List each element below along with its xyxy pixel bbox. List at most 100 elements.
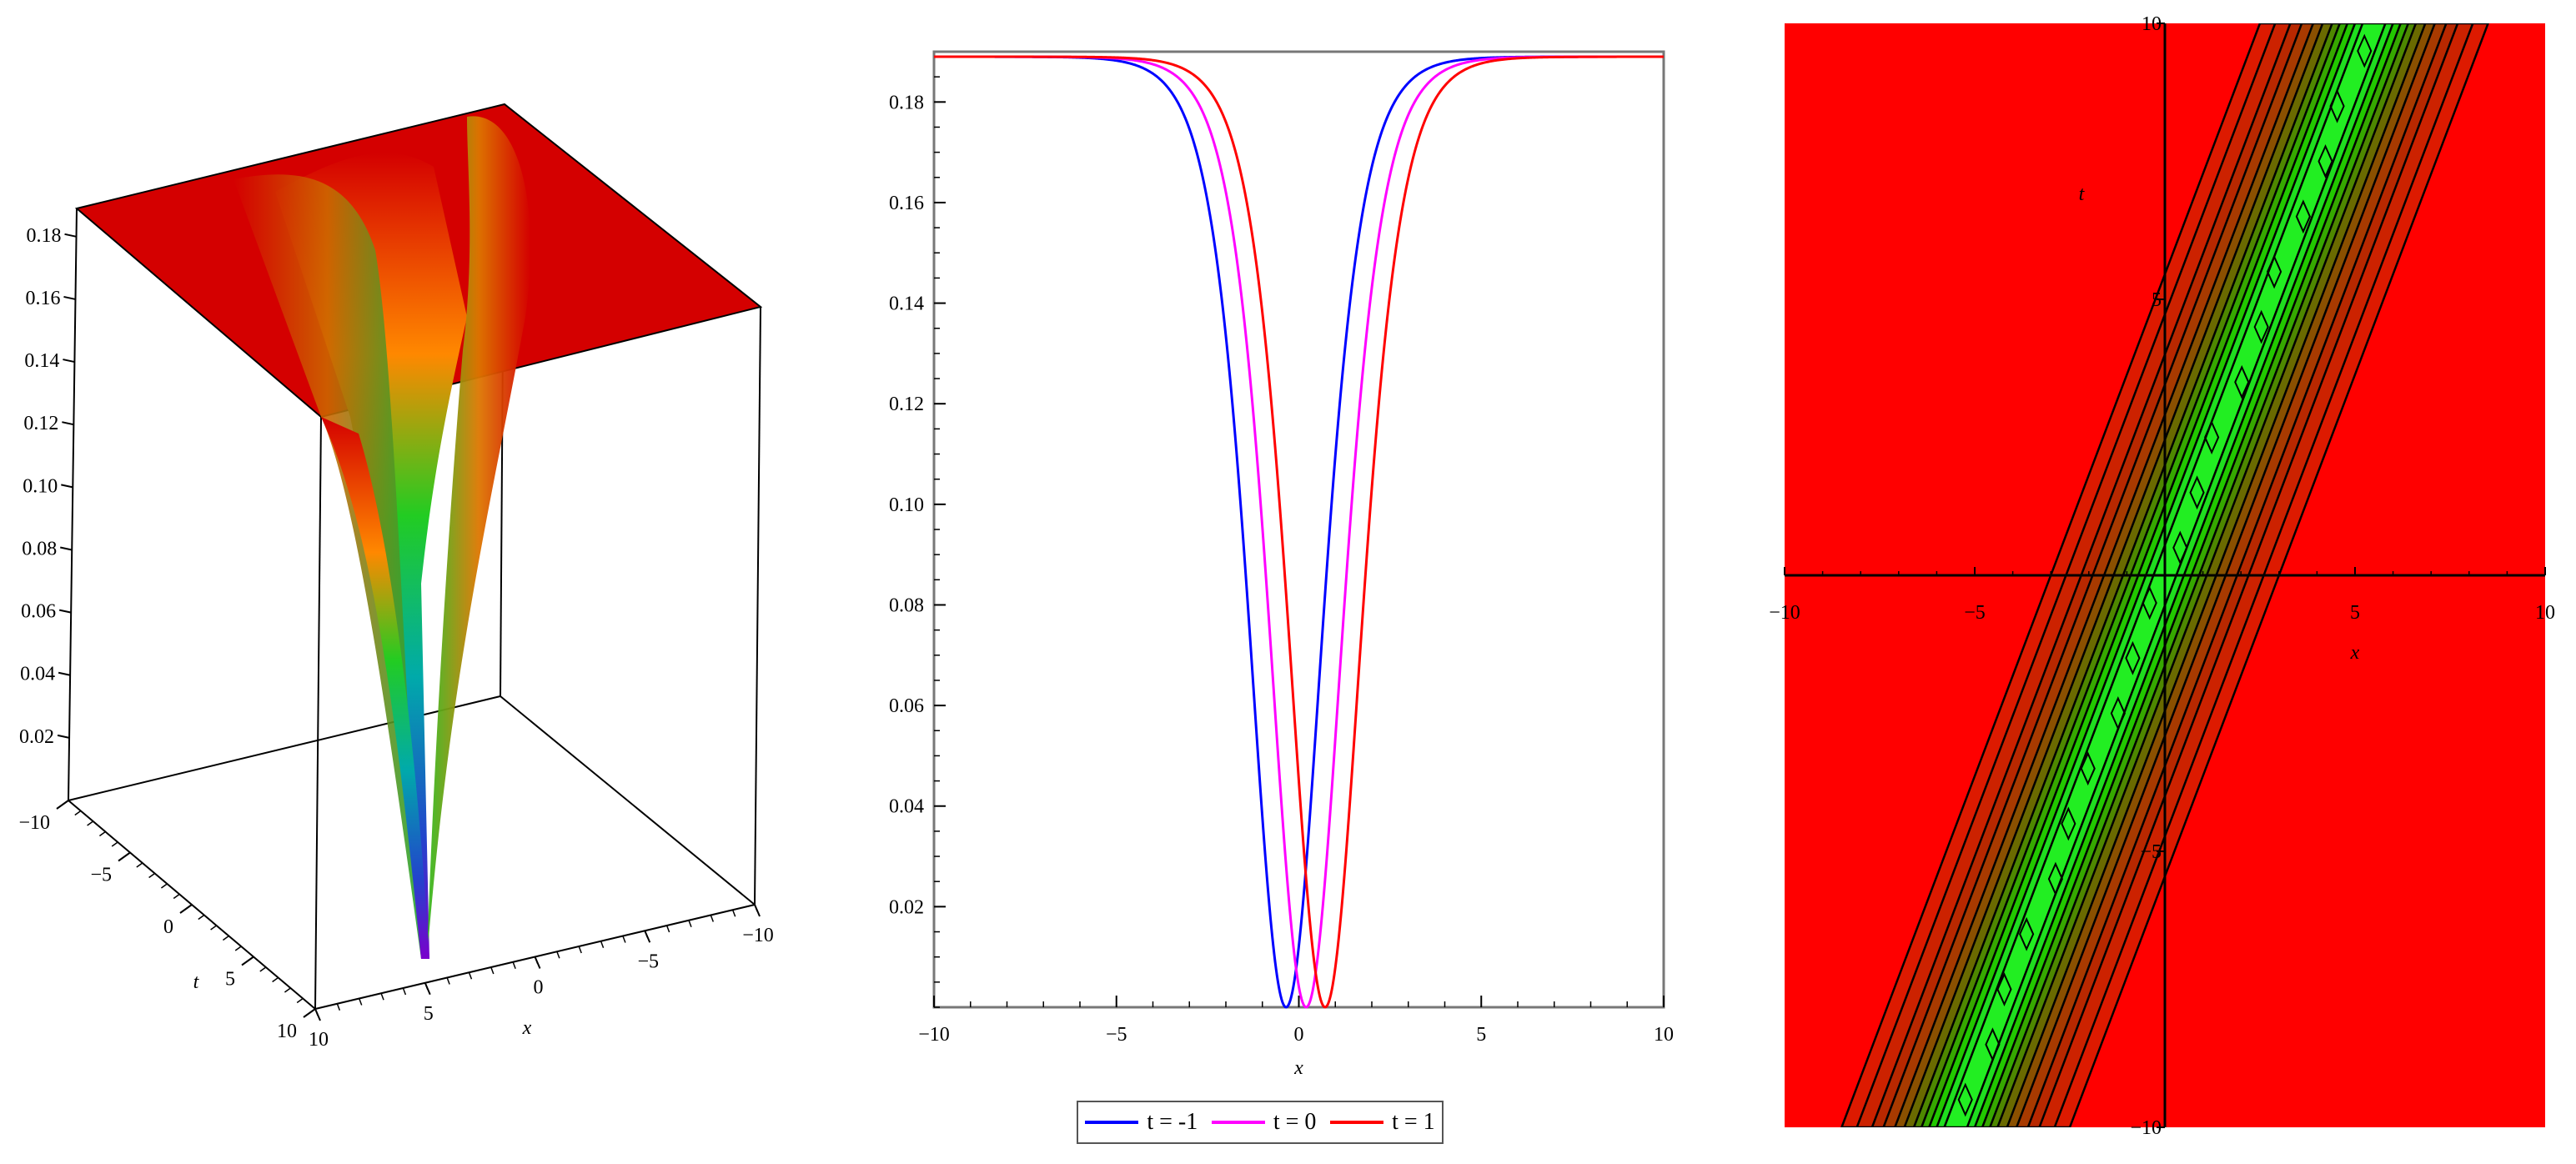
- z-tick: [58, 609, 72, 614]
- box-edge: [68, 695, 501, 801]
- z-tick: [57, 734, 70, 739]
- t-tick-label: −5: [90, 865, 112, 886]
- mask-right: [2545, 0, 2576, 1160]
- t-minor-tick: [173, 893, 180, 900]
- legend-swatch-blue: [1085, 1121, 1139, 1124]
- legend-label: t = 1: [1392, 1109, 1435, 1135]
- y-tick-label: 0.04: [889, 796, 924, 818]
- contour-canvas: −10 −5 5 10 −10 −5 5 10 x t: [1743, 0, 2576, 1160]
- y-tick-label: 0.14: [889, 294, 924, 315]
- surface-trough: [321, 417, 429, 959]
- x-minor-tick: [710, 915, 715, 922]
- mask-bottom: [1743, 1127, 2576, 1160]
- x-tick-label: −5: [1106, 1024, 1127, 1046]
- contour-ripple: [2172, 530, 2188, 565]
- contour-ripple: [1985, 1027, 2001, 1062]
- t-minor-tick: [98, 830, 106, 837]
- t-minor-tick: [247, 956, 254, 962]
- z-tick: [63, 295, 76, 300]
- x-minor-tick: [490, 966, 495, 975]
- t-axis-label: t: [2079, 183, 2086, 205]
- t-tick-label: −10: [18, 812, 50, 834]
- z-tick: [60, 546, 73, 551]
- legend-swatch-magenta: [1211, 1121, 1265, 1124]
- z-tick-label: 0.04: [20, 664, 55, 685]
- contour-ripple: [2267, 254, 2282, 289]
- z-tick: [63, 359, 75, 364]
- x-tick-label: −5: [637, 951, 659, 972]
- contour-ripple: [2295, 199, 2311, 234]
- x-minor-tick: [754, 904, 758, 912]
- z-tick: [62, 421, 74, 426]
- contour-ripple: [2047, 861, 2063, 896]
- box-edge: [500, 695, 756, 906]
- z-tick: [61, 484, 73, 489]
- x-tick-label: 10: [1654, 1024, 1674, 1046]
- z-tick-label: 0.10: [23, 475, 58, 497]
- y-tick-label: 0.18: [889, 92, 924, 113]
- legend-item-t-neg1: t = -1: [1085, 1109, 1198, 1136]
- t-tick-label: 10: [2142, 13, 2162, 35]
- t-tick-label: 0: [163, 916, 173, 938]
- contour-ripple: [2142, 585, 2157, 620]
- t-tick-label: 10: [277, 1021, 297, 1042]
- x-minor-tick: [314, 1008, 319, 1016]
- t-minor-tick: [160, 883, 168, 889]
- z-tick: [64, 233, 77, 238]
- x-minor-tick: [556, 951, 560, 959]
- t-minor-tick: [284, 987, 291, 993]
- z-tick-label: 0.18: [27, 225, 62, 247]
- t-axis-label: t: [193, 971, 200, 993]
- x-minor-tick: [731, 909, 736, 917]
- y-tick-label: 0.08: [889, 595, 924, 616]
- t-minor-tick: [62, 800, 69, 805]
- y-tick-label: 0.16: [889, 193, 924, 214]
- contour-ripple: [2061, 806, 2076, 841]
- t-tick-label: −10: [2130, 1117, 2162, 1139]
- x-tick-label: −5: [1964, 602, 1986, 624]
- contour-ripple: [2189, 475, 2205, 510]
- series-line-2: [934, 55, 1664, 1009]
- legend-swatch-red: [1330, 1121, 1384, 1124]
- contour-ripple: [2204, 420, 2220, 454]
- mask-top: [1743, 0, 2576, 23]
- z-tick-label: 0.16: [25, 288, 60, 309]
- y-tick-label: 0.06: [889, 695, 924, 717]
- x-minor-tick: [644, 930, 648, 938]
- t-tick-label: 5: [225, 969, 235, 991]
- x-minor-tick: [358, 998, 363, 1006]
- x-minor-tick: [622, 936, 626, 943]
- t-minor-tick: [123, 851, 131, 858]
- x-tick-label: 10: [309, 1029, 329, 1051]
- t-minor-tick: [198, 914, 205, 921]
- y-tick-label: 0.12: [889, 394, 924, 415]
- t-minor-tick: [87, 820, 94, 826]
- t-tick-label: 5: [2152, 289, 2162, 311]
- t-minor-tick: [222, 935, 229, 941]
- surface-valley: [275, 153, 467, 959]
- t-minor-tick: [210, 925, 218, 931]
- z-tick-label: 0.12: [23, 413, 58, 434]
- t-minor-tick: [259, 966, 267, 972]
- contour-ripple: [2080, 751, 2096, 786]
- contour-ripple: [1957, 1082, 1973, 1117]
- box-edge: [68, 208, 78, 801]
- x-tick-label: 5: [424, 1003, 434, 1025]
- x-minor-tick: [512, 961, 516, 970]
- z-tick-label: 0.02: [19, 726, 54, 748]
- t-minor-tick: [148, 872, 156, 879]
- t-minor-tick: [309, 1008, 316, 1014]
- surface-wall-left: [233, 174, 421, 959]
- contour-ripple: [2019, 916, 2035, 951]
- series-line-1: [934, 55, 1664, 1009]
- x-axis-label: x: [1293, 1057, 1303, 1079]
- contour-ripple: [2357, 33, 2373, 68]
- x-tick-label: −10: [918, 1024, 950, 1046]
- legend-item-t-0: t = 0: [1211, 1109, 1316, 1136]
- t-minor-tick: [185, 904, 193, 910]
- x-tick-label: 10: [2535, 602, 2555, 624]
- line-chart-canvas: 0.02 0.04 0.06 0.08 0.10 0.12 0.14 0.16 0.18 −10 −…: [889, 50, 1674, 1079]
- surface-3d-canvas: 0.02 0.04 0.06 0.08 0.10 0.12 0.14 0.16 0.18 −10 −…: [18, 103, 774, 1051]
- t-minor-tick: [136, 862, 143, 868]
- legend-item-t-1: t = 1: [1330, 1109, 1435, 1136]
